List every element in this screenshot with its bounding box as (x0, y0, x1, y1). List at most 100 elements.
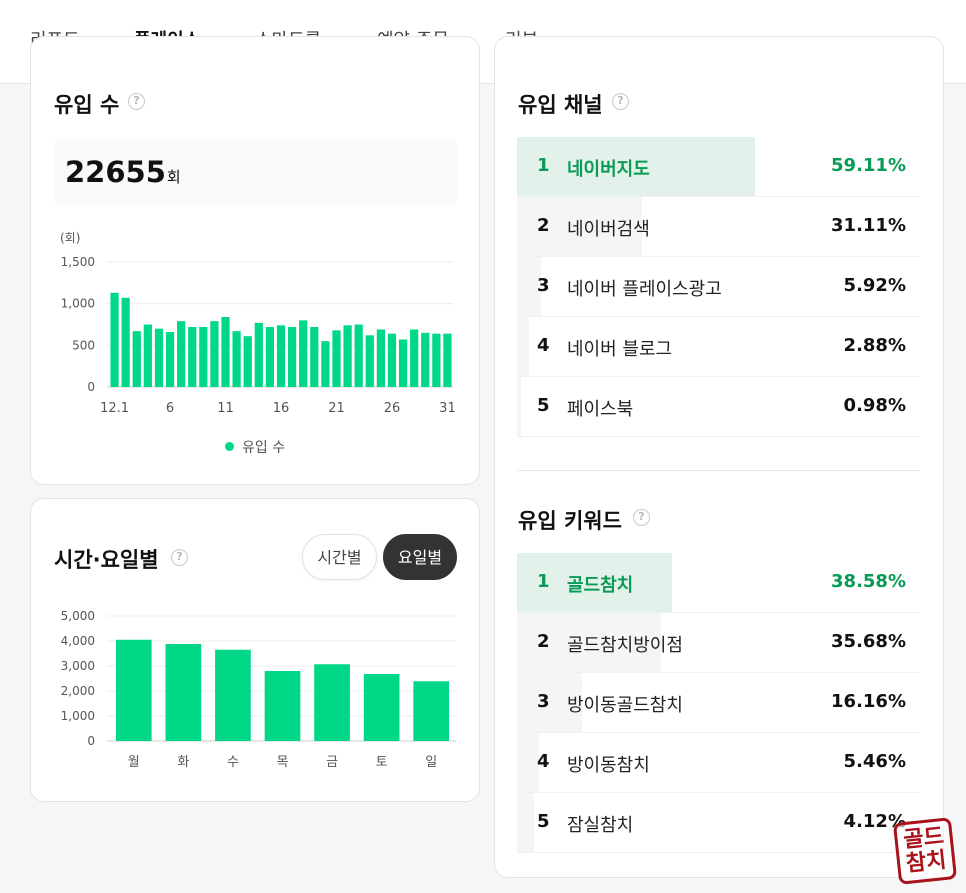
item-label: 네이버지도 (567, 159, 650, 180)
help-icon[interactable]: ? (171, 549, 188, 566)
weekday-inflow-chart: 0 1,000 2,000 3,000 4,000 5,000 월 화 수 목 금 토 일 (61, 609, 456, 770)
daily-bar[interactable] (132, 331, 141, 387)
share-bar (517, 793, 534, 852)
daily-bar[interactable] (199, 327, 208, 387)
inflow-channel-title: 유입 채널 (518, 93, 603, 117)
list-item[interactable]: 2 골드참치방이점 35.68% (517, 613, 920, 673)
daily-bar[interactable] (354, 324, 363, 388)
daily-bar[interactable] (410, 329, 419, 388)
daily-bar[interactable] (154, 328, 164, 387)
daily-bar[interactable] (177, 321, 186, 387)
inflow-keyword-list: 1 골드참치 38.58% 2 골드참치방이점 35.68% 3 방이동골드참치 16.16% 4… (517, 553, 920, 853)
share-bar (517, 673, 583, 732)
y-tick-label: 1,000 (61, 709, 95, 723)
x-tick-label: 화 (177, 755, 189, 770)
time-weekday-card: 시간·요일별 ? 시간별 요일별 0 1,000 2,000 3,000 4,000 5,… (30, 498, 480, 802)
daily-bar[interactable] (165, 332, 175, 387)
legend-dot (225, 442, 234, 451)
item-label: 잠실참치 (567, 815, 634, 836)
x-tick-label: 12.1 (100, 401, 129, 416)
inflow-keyword-title: 유입 키워드 (518, 509, 622, 533)
y-tick-label: 500 (72, 338, 95, 352)
daily-bar[interactable] (332, 330, 341, 387)
daily-bar[interactable] (287, 327, 297, 387)
item-label: 방이동골드참치 (567, 695, 683, 716)
rank-number: 4 (537, 335, 550, 356)
daily-bar[interactable] (254, 322, 263, 387)
y-tick-label: 5,000 (61, 609, 95, 623)
rank-number: 2 (537, 215, 550, 236)
weekday-bar[interactable] (215, 649, 251, 741)
daily-bar[interactable] (221, 317, 230, 387)
daily-bar[interactable] (232, 331, 241, 387)
share-bar (517, 197, 643, 256)
rank-number: 2 (537, 631, 550, 652)
share-bar (517, 553, 673, 612)
inflow-channel-list: 1 네이버지도 59.11% 2 네이버검색 31.11% 3 네이버 플레이스광고 5.92%… (517, 137, 920, 437)
help-icon[interactable]: ? (128, 93, 145, 110)
list-item[interactable]: 3 네이버 플레이스광고 5.92% (517, 257, 920, 317)
list-item[interactable]: 1 골드참치 38.58% (517, 553, 920, 613)
share-bar (517, 613, 661, 672)
daily-bar[interactable] (398, 339, 408, 388)
y-tick-label: 0 (87, 380, 95, 394)
list-item[interactable]: 1 네이버지도 59.11% (517, 137, 920, 197)
inflow-source-card: 유입 채널 ? 1 네이버지도 59.11% 2 네이버검색 31.11% 3 네이버 플레이… (494, 36, 944, 878)
item-label: 네이버 블로그 (567, 339, 673, 360)
daily-bar[interactable] (276, 325, 286, 387)
list-item[interactable]: 4 방이동참치 5.46% (517, 733, 920, 793)
x-tick-label: 목 (277, 755, 289, 770)
item-percent: 2.88% (843, 335, 906, 356)
daily-bar[interactable] (310, 327, 319, 387)
rank-number: 4 (537, 751, 550, 772)
share-bar (517, 137, 756, 196)
item-percent: 16.16% (831, 691, 906, 712)
weekday-bar[interactable] (363, 674, 400, 741)
help-icon[interactable]: ? (612, 93, 629, 110)
daily-bar[interactable] (243, 336, 252, 387)
weekday-bar[interactable] (264, 671, 301, 741)
daily-bar[interactable] (421, 332, 430, 387)
daily-bar[interactable] (299, 320, 308, 387)
help-icon[interactable]: ? (633, 509, 650, 526)
item-label: 골드참치방이점 (567, 635, 683, 656)
daily-bar[interactable] (443, 333, 452, 387)
rank-number: 3 (537, 691, 550, 712)
daily-bar[interactable] (121, 297, 130, 387)
total-count-box: 22655회 (53, 139, 457, 205)
daily-bar[interactable] (321, 341, 330, 387)
list-item[interactable]: 2 네이버검색 31.11% (517, 197, 920, 257)
weekday-bar[interactable] (165, 644, 202, 741)
daily-bar[interactable] (387, 333, 397, 387)
section-divider (517, 470, 920, 471)
list-item[interactable]: 5 페이스북 0.98% (517, 377, 920, 437)
daily-bar[interactable] (432, 333, 441, 387)
daily-bar[interactable] (143, 324, 152, 388)
list-item[interactable]: 5 잠실참치 4.12% (517, 793, 920, 853)
daily-bar[interactable] (343, 325, 352, 387)
x-tick-label: 16 (273, 401, 290, 416)
daily-bar[interactable] (265, 327, 275, 387)
x-tick-label: 토 (376, 755, 388, 770)
daily-bar[interactable] (188, 327, 197, 387)
share-bar (517, 317, 529, 376)
weekday-bar[interactable] (314, 664, 350, 741)
list-item[interactable]: 4 네이버 블로그 2.88% (517, 317, 920, 377)
weekday-bar[interactable] (115, 639, 152, 741)
rank-number: 5 (537, 395, 550, 416)
weekday-toggle-button[interactable]: 요일별 (383, 534, 457, 580)
total-count-value: 22655 (65, 155, 166, 189)
y-tick-label: 4,000 (61, 634, 95, 648)
daily-bar[interactable] (210, 321, 219, 387)
daily-bar[interactable] (110, 292, 119, 387)
daily-bar[interactable] (365, 335, 374, 387)
daily-bar[interactable] (376, 329, 385, 388)
item-percent: 0.98% (843, 395, 906, 416)
share-bar (517, 377, 521, 436)
weekday-bar[interactable] (413, 681, 450, 741)
x-tick-label: 금 (326, 755, 338, 770)
list-item[interactable]: 3 방이동골드참치 16.16% (517, 673, 920, 733)
hourly-toggle-button[interactable]: 시간별 (302, 534, 377, 580)
item-percent: 38.58% (831, 571, 906, 592)
item-label: 골드참치 (567, 575, 634, 596)
